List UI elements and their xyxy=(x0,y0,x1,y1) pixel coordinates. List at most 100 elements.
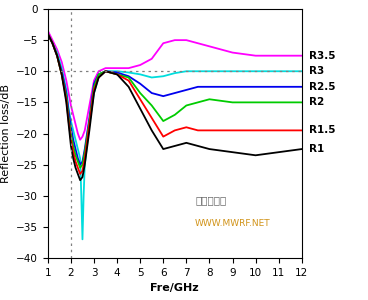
R1.5 xyxy=(78,172,82,176)
R2.5 xyxy=(46,32,50,36)
R3 xyxy=(46,32,50,36)
R3 xyxy=(300,69,304,73)
R2 xyxy=(173,113,177,117)
R2 xyxy=(60,73,64,76)
R2.5 xyxy=(66,110,71,113)
R2.5 xyxy=(276,85,281,88)
R3.5 xyxy=(66,91,71,95)
R3 xyxy=(82,163,87,166)
Text: R2: R2 xyxy=(309,98,324,107)
R2 xyxy=(80,163,85,166)
R2 xyxy=(50,41,55,45)
R1.5 xyxy=(92,88,96,92)
Line: R2.5: R2.5 xyxy=(48,34,302,165)
R1.5 xyxy=(80,169,85,173)
R1 xyxy=(207,147,212,151)
R1.5 xyxy=(149,116,154,120)
R2.5 xyxy=(254,85,258,88)
R2 xyxy=(55,54,59,58)
R3.5 xyxy=(207,44,212,48)
R3 xyxy=(127,71,131,74)
Text: 微波射频网: 微波射频网 xyxy=(195,195,226,205)
R1.5 xyxy=(230,129,235,132)
R1.5 xyxy=(87,122,92,126)
R1.5 xyxy=(96,76,101,79)
R3.5 xyxy=(173,38,177,42)
R2.5 xyxy=(115,71,119,74)
R2.5 xyxy=(92,82,96,85)
R2 xyxy=(69,132,73,135)
R3 xyxy=(80,238,85,241)
R1.5 xyxy=(103,69,108,73)
R2.5 xyxy=(82,147,87,151)
R2 xyxy=(82,150,87,154)
R3 xyxy=(76,147,80,151)
R1.5 xyxy=(73,160,78,163)
R3.5 xyxy=(276,54,281,58)
R2 xyxy=(161,119,166,123)
R2 xyxy=(276,100,281,104)
R1 xyxy=(276,150,281,154)
Text: R1.5: R1.5 xyxy=(309,125,335,135)
R1.5 xyxy=(64,98,68,101)
R3.5 xyxy=(69,104,73,107)
Y-axis label: Reflection loss/dB: Reflection loss/dB xyxy=(1,84,11,183)
R2 xyxy=(138,91,142,95)
Line: R1: R1 xyxy=(48,34,302,180)
R3 xyxy=(60,66,64,70)
R3 xyxy=(207,69,212,73)
R2 xyxy=(66,116,71,120)
R1 xyxy=(184,141,188,145)
R3 xyxy=(71,129,75,132)
R3 xyxy=(69,119,73,123)
R1 xyxy=(161,147,166,151)
R3.5 xyxy=(71,113,75,117)
R1 xyxy=(66,122,71,126)
R3 xyxy=(149,76,154,79)
R1 xyxy=(103,69,108,73)
R2.5 xyxy=(55,54,59,58)
R2 xyxy=(127,76,131,79)
R1.5 xyxy=(55,54,59,58)
Line: R3.5: R3.5 xyxy=(48,31,302,140)
R2.5 xyxy=(300,85,304,88)
R1 xyxy=(173,144,177,148)
R2.5 xyxy=(173,91,177,95)
Text: R2.5: R2.5 xyxy=(309,82,335,92)
R1 xyxy=(64,100,68,104)
R2 xyxy=(73,154,78,157)
R1.5 xyxy=(173,129,177,132)
R3.5 xyxy=(73,122,78,126)
R3.5 xyxy=(50,38,55,42)
R3.5 xyxy=(196,41,200,45)
R3.5 xyxy=(149,57,154,61)
R3.5 xyxy=(55,48,59,51)
R3.5 xyxy=(300,54,304,58)
R3.5 xyxy=(115,66,119,70)
R2.5 xyxy=(80,160,85,163)
R1 xyxy=(78,178,82,182)
R2 xyxy=(96,73,101,76)
R2 xyxy=(207,98,212,101)
R2 xyxy=(103,69,108,73)
R3 xyxy=(92,91,96,95)
R1 xyxy=(80,175,85,179)
R2 xyxy=(64,94,68,98)
R3.5 xyxy=(161,41,166,45)
R2 xyxy=(46,32,50,36)
R3 xyxy=(115,69,119,73)
R2.5 xyxy=(196,85,200,88)
R1.5 xyxy=(71,150,75,154)
R3 xyxy=(73,138,78,142)
R3 xyxy=(78,157,82,160)
Text: R3.5: R3.5 xyxy=(309,51,335,61)
R1 xyxy=(69,144,73,148)
R2.5 xyxy=(149,91,154,95)
R1 xyxy=(254,154,258,157)
R3 xyxy=(196,69,200,73)
R2 xyxy=(71,144,75,148)
R1 xyxy=(82,163,87,166)
R3 xyxy=(66,107,71,110)
R3.5 xyxy=(92,79,96,83)
R3.5 xyxy=(96,69,101,73)
